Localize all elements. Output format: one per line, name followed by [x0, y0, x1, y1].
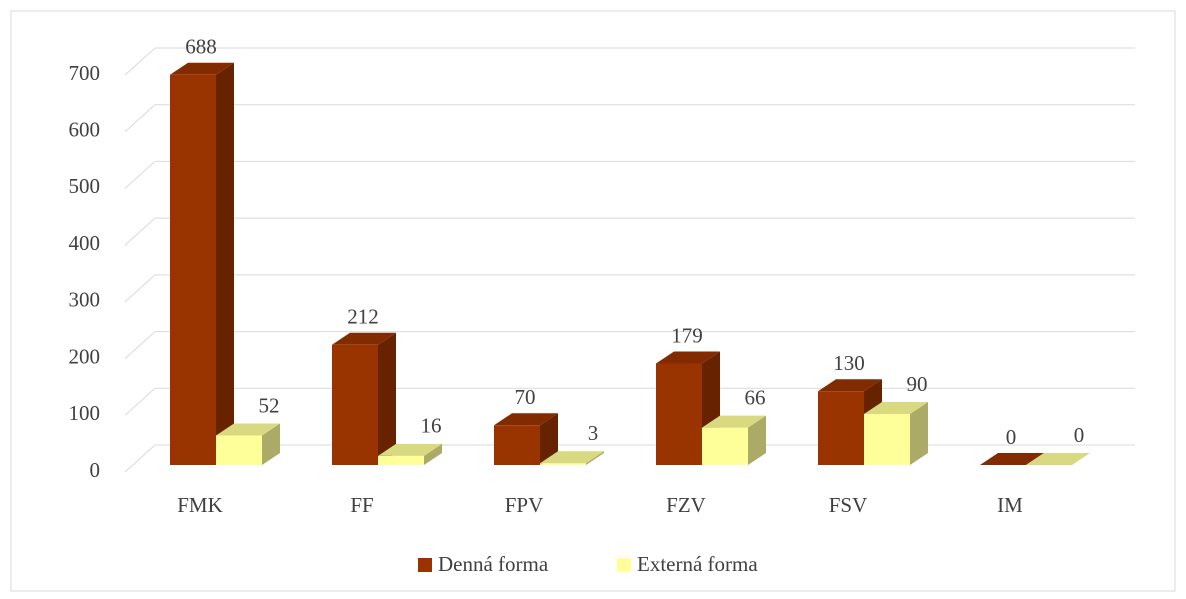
x-tick-label: IM	[997, 493, 1023, 517]
y-tick-label: 500	[69, 174, 101, 198]
x-tick-label: FZV	[666, 493, 706, 517]
y-tick-label: 400	[69, 231, 101, 255]
legend-swatch	[617, 558, 631, 572]
bar	[864, 401, 928, 465]
grid-line-floor	[124, 331, 156, 359]
bar-top	[702, 415, 766, 428]
y-tick-label: 600	[69, 118, 101, 142]
bar	[1026, 453, 1090, 465]
y-tick-label: 300	[69, 288, 101, 312]
y-tick-label: 100	[69, 401, 101, 425]
bar	[216, 423, 280, 465]
bar	[702, 415, 766, 465]
x-tick-label: FPV	[505, 493, 544, 517]
data-label: 212	[347, 305, 379, 329]
legend-label: Externá forma	[637, 552, 758, 576]
data-label: 179	[671, 323, 703, 347]
grid-line-floor	[124, 104, 156, 133]
bar-side	[262, 423, 280, 465]
data-label: 90	[907, 372, 928, 396]
bar-side	[216, 62, 234, 465]
data-label: 3	[588, 421, 599, 445]
bar-front	[378, 455, 424, 465]
data-label: 688	[185, 35, 217, 59]
bar-side	[910, 401, 928, 465]
y-tick-label: 200	[69, 344, 101, 368]
legend-swatch	[418, 558, 432, 572]
bar-top	[864, 401, 928, 414]
bar-top	[216, 423, 280, 436]
bar	[540, 451, 604, 465]
bar-front	[170, 74, 216, 465]
bar-side	[748, 415, 766, 465]
bar-front	[656, 363, 702, 465]
y-tick-label: 0	[90, 458, 101, 482]
grid-line-floor	[124, 47, 156, 76]
bar-top	[494, 413, 558, 426]
data-label: 130	[833, 351, 865, 375]
bar-top	[980, 453, 1044, 465]
bar-front	[332, 344, 378, 465]
bar	[494, 413, 558, 465]
grid-line-floor	[124, 274, 156, 303]
bar-front	[864, 413, 910, 465]
bar-top	[818, 379, 882, 392]
bar	[332, 332, 396, 465]
bar-front	[818, 391, 864, 465]
bar-front	[494, 425, 540, 465]
bar-side	[378, 332, 396, 465]
bar-top	[540, 451, 604, 464]
grid-line-floor	[124, 217, 156, 246]
bar-top	[170, 62, 234, 75]
bar-top	[378, 443, 442, 456]
bar-side	[586, 451, 604, 465]
bar-top	[656, 351, 720, 364]
bar	[980, 453, 1044, 465]
data-label: 0	[1006, 425, 1017, 449]
x-tick-label: FF	[350, 493, 373, 517]
x-tick-label: FMK	[177, 493, 223, 517]
bar-top	[332, 332, 396, 345]
grid-line-floor	[124, 387, 156, 416]
data-label: 52	[259, 393, 280, 417]
bar-front	[702, 427, 748, 465]
data-label: 0	[1074, 423, 1085, 447]
legend-label: Denná forma	[438, 552, 549, 576]
y-tick-label: 700	[69, 61, 101, 85]
data-label: 66	[745, 385, 766, 409]
grid-line-floor	[124, 161, 156, 189]
bar	[170, 62, 234, 465]
bar-front	[540, 463, 586, 465]
bar-top	[1026, 453, 1090, 465]
data-label: 70	[515, 385, 536, 409]
x-tick-label: FSV	[829, 493, 868, 517]
grid-line-floor	[124, 444, 156, 473]
data-label: 16	[421, 414, 442, 438]
bar-side	[424, 443, 442, 465]
bar	[378, 443, 442, 465]
bar-side	[540, 413, 558, 465]
bar-front	[216, 435, 262, 465]
